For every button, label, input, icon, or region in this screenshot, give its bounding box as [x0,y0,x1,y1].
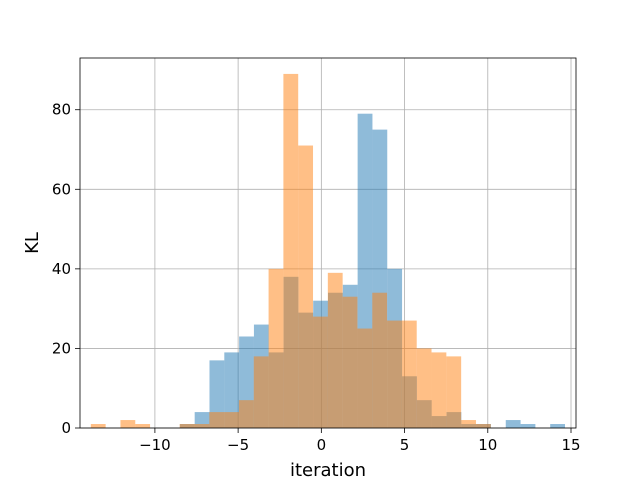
ticks: −10 −5 0 5 10 15 0 20 40 60 80 [52,101,581,454]
histogram-bar-series-2 [357,328,373,428]
histogram-bar-series-2 [431,352,447,428]
histogram-bar-series-2 [194,424,210,428]
x-axis-label: iteration [290,460,366,480]
histogram-bar-series-2 [461,420,476,428]
histogram-bar-series-1 [520,424,536,428]
histogram-bar-series-2 [268,268,284,428]
x-tick-label: 15 [561,436,580,454]
x-tick-label: 0 [317,436,327,454]
y-axis-label: KL [22,232,43,254]
histogram-bar-series-1 [224,352,240,428]
histogram-bar-series-2 [416,348,432,428]
histogram-bar-series-2 [238,400,254,428]
histogram-bar-series-2 [90,424,106,428]
histogram-bar-series-2 [209,412,225,428]
histogram-bar-series-1 [209,360,225,428]
y-tick-label: 20 [52,339,71,357]
histogram-bar-series-2 [327,272,343,428]
y-tick-label: 0 [61,419,71,437]
x-tick-label: 5 [400,436,410,454]
histogram-bar-series-2 [283,73,299,429]
x-tick-label: 10 [478,436,497,454]
histogram-bar-series-2 [387,320,402,428]
histogram-bar-series-1 [505,420,521,428]
histogram-bar-series-2 [298,145,314,428]
plot-frame [79,57,577,429]
histogram-bar-series-2 [120,420,136,428]
histogram-bar-series-2 [475,424,491,428]
histogram-bar-series-2 [179,424,195,428]
histogram-bar-series-1 [550,424,566,428]
histogram-bar-series-2 [446,356,462,428]
y-tick-label: 80 [52,101,71,119]
histogram-bar-series-2 [253,356,269,428]
y-tick-label: 60 [52,180,71,198]
histogram-bar-series-2 [313,316,328,428]
histogram-bar-series-2 [401,320,417,428]
histogram-bar-series-2 [135,424,151,428]
grid [80,58,576,429]
histogram-bar-series-2 [342,296,358,428]
x-tick-label: −10 [139,436,171,454]
bars [90,73,566,429]
x-tick-label: −5 [227,436,249,454]
histogram-bar-series-2 [372,292,388,428]
histogram-bar-series-2 [224,412,239,428]
y-tick-label: 40 [52,260,71,278]
